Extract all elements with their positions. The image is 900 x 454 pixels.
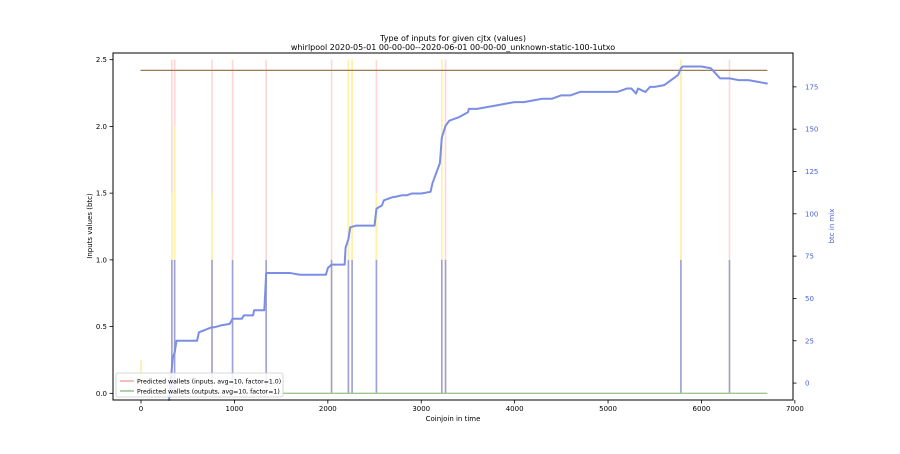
chart-title: Type of inputs for given cjtx (values)	[379, 34, 526, 43]
bar-pink-5	[265, 59, 267, 394]
x-tick-label-3000: 3000	[412, 405, 430, 413]
bar-pink-4	[231, 59, 234, 394]
legend-box	[115, 372, 284, 398]
y-left-tick-label-1: 1.0	[96, 256, 107, 264]
y-right-tick-label-100: 100	[805, 210, 818, 218]
y-right-tick-label-25: 25	[805, 337, 814, 345]
legend: Predicted wallets (inputs, avg=10, facto…	[115, 372, 284, 398]
bar-pink-11	[444, 59, 447, 394]
y-right-tick-label-50: 50	[805, 295, 814, 303]
series-btc-in-mix	[168, 65, 768, 401]
x-axis-label: Coinjoin in time	[426, 415, 481, 423]
y-right-tick-label-175: 175	[805, 83, 818, 91]
bar-blue-1	[171, 259, 173, 394]
y-left-tick-label-0.5: 0.5	[96, 323, 107, 331]
bar-blue-8	[351, 259, 353, 394]
x-axis: 0 1000 2000 3000 4000 5000 6000 7000	[139, 400, 804, 413]
y-axis-left: 0.0 0.5 1.0 1.5 2.0 2.5	[96, 56, 113, 398]
bar-blue-7	[347, 259, 350, 394]
bar-blue-2	[173, 259, 176, 394]
bar-blue-13	[728, 259, 731, 394]
y-right-tick-label-125: 125	[805, 168, 818, 176]
y-right-tick-label-0: 0	[805, 380, 809, 388]
bar-blue-9	[375, 259, 378, 394]
legend-label-predicted-outputs: Predicted wallets (outputs, avg=10, fact…	[137, 389, 280, 396]
legend-label-predicted-inputs: Predicted wallets (inputs, avg=10, facto…	[137, 379, 281, 386]
x-tick-label-1000: 1000	[226, 405, 244, 413]
plot-frame	[112, 52, 794, 401]
chart-subtitle: whirlpool 2020-05-01 00-00-00--2020-06-0…	[291, 43, 615, 52]
bar-blue-10	[440, 259, 443, 394]
bar-blue-4	[231, 259, 234, 394]
x-tick-label-6000: 6000	[693, 405, 711, 413]
x-tick-label-4000: 4000	[506, 405, 524, 413]
bar-pink-6	[330, 59, 333, 394]
bar-blue-6	[330, 259, 333, 394]
y-right-tick-label-75: 75	[805, 253, 814, 261]
bar-blue-12	[680, 259, 682, 394]
y-left-tick-label-0: 0.0	[96, 390, 107, 398]
y-left-tick-label-2: 2.0	[96, 123, 107, 131]
x-tick-label-5000: 5000	[599, 405, 617, 413]
bar-blue-11	[444, 259, 447, 394]
y-left-tick-label-1.5: 1.5	[96, 190, 107, 198]
y-axis-left-label: Inputs values (btc)	[86, 193, 94, 259]
x-tick-label-0: 0	[139, 405, 143, 413]
y-left-tick-label-2.5: 2.5	[96, 56, 107, 64]
bar-blue-5	[265, 259, 267, 394]
y-axis-right-label: btc in mix	[828, 209, 836, 244]
y-right-tick-label-150: 150	[805, 126, 818, 134]
x-tick-label-2000: 2000	[319, 405, 337, 413]
bar-yellow-7	[347, 59, 350, 394]
bar-yellow-10	[440, 59, 443, 394]
x-tick-label-7000: 7000	[786, 405, 804, 413]
bar-yellow-12	[680, 59, 682, 394]
bar-pink-13	[728, 59, 731, 394]
y-axis-right: 0 25 50 75 100 125 150 175	[793, 83, 818, 388]
